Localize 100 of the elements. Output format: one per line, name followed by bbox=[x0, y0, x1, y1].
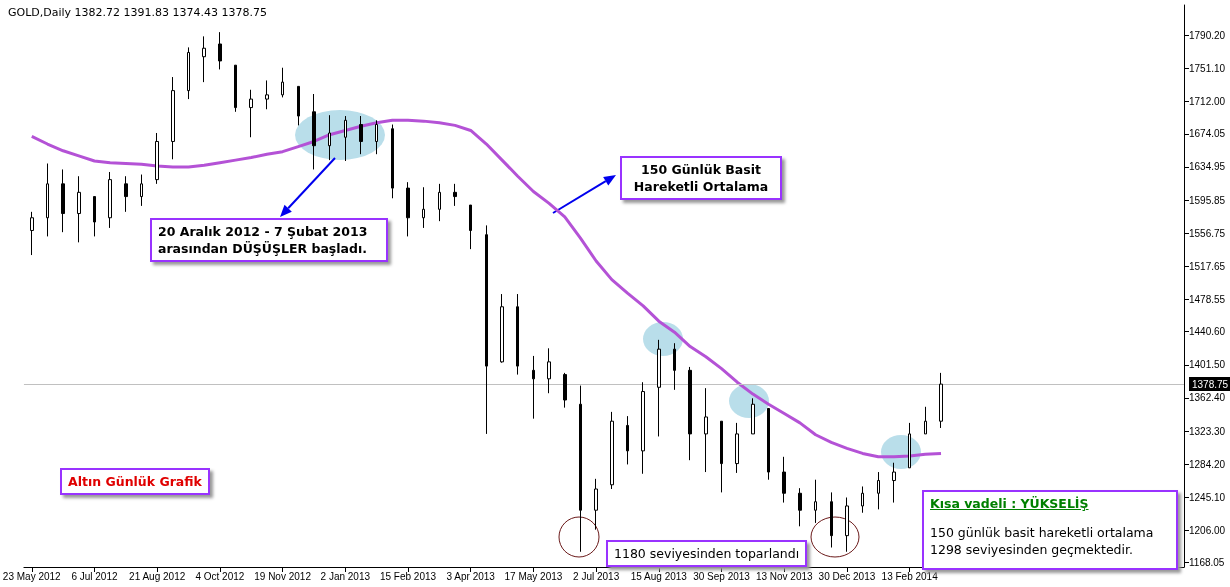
y-tick-label: 1595.85 bbox=[1189, 194, 1226, 206]
candlestick bbox=[93, 196, 96, 237]
candlestick bbox=[77, 175, 81, 243]
candlestick bbox=[845, 496, 849, 553]
candlestick bbox=[155, 132, 159, 185]
x-tick-label: 15 Feb 2013 bbox=[379, 570, 437, 582]
candlestick bbox=[782, 456, 786, 504]
callout-box: 1180 seviyesinden toparlandı bbox=[606, 540, 808, 567]
y-tick-label: 1751.10 bbox=[1189, 62, 1226, 74]
y-tick-label: 1401.50 bbox=[1189, 359, 1226, 371]
x-tick-label: 23 May 2012 bbox=[2, 570, 62, 582]
y-tick-label: 1206.00 bbox=[1189, 525, 1226, 537]
y-tick-label: 1517.65 bbox=[1189, 260, 1226, 272]
candlestick bbox=[767, 407, 770, 481]
candlestick bbox=[30, 211, 34, 256]
ref-line-label: 1378.75 bbox=[1192, 378, 1229, 390]
callout-box: 150 Günlük Basit Hareketli Ortalama bbox=[620, 156, 782, 200]
callout-box: Kısa vadeli : YÜKSELİŞ 150 günlük basit hareketli ortalama 1298 seviyesinden geçmektedir. bbox=[922, 490, 1178, 570]
candlestick bbox=[265, 79, 269, 110]
candlestick bbox=[610, 411, 614, 490]
x-tick-label: 15 Aug 2013 bbox=[630, 570, 688, 582]
candlestick bbox=[438, 183, 441, 222]
callout-box: Altın Günlük Grafik bbox=[60, 468, 210, 495]
candlestick bbox=[406, 181, 410, 237]
candlestick bbox=[61, 168, 65, 233]
candlestick bbox=[861, 485, 864, 514]
candlestick bbox=[46, 163, 49, 237]
x-tick-label: 13 Feb 2014 bbox=[881, 570, 939, 582]
candlestick bbox=[124, 175, 128, 213]
candlestick bbox=[297, 85, 300, 126]
candlestick bbox=[516, 293, 519, 376]
y-tick-label: 1440.60 bbox=[1189, 326, 1226, 338]
candlestick bbox=[500, 293, 504, 364]
candlestick bbox=[485, 224, 488, 435]
candlestick bbox=[344, 115, 347, 162]
y-tick-label: 1284.20 bbox=[1189, 458, 1226, 470]
y-tick-label: 1556.75 bbox=[1189, 227, 1226, 239]
candlestick bbox=[830, 491, 833, 548]
candlestick bbox=[877, 471, 880, 510]
candlestick bbox=[469, 204, 472, 250]
candlestick bbox=[657, 339, 661, 437]
y-tick-label: 1168.05 bbox=[1189, 557, 1225, 569]
annotation: Kısa vadeli : YÜKSELİŞ bbox=[930, 495, 1090, 512]
y-tick-label: 1245.10 bbox=[1189, 491, 1226, 503]
candlestick bbox=[751, 397, 755, 435]
candlestick bbox=[814, 479, 817, 524]
candlestick bbox=[202, 35, 206, 83]
candlestick bbox=[579, 385, 582, 553]
candlestick bbox=[187, 46, 190, 100]
candlestick bbox=[641, 381, 645, 475]
x-tick-label: 17 May 2013 bbox=[504, 570, 563, 582]
candlestick bbox=[720, 420, 723, 493]
chart-title: GOLD,Daily 1382.72 1391.83 1374.43 1378.75 bbox=[8, 6, 268, 19]
candlestick bbox=[704, 387, 708, 473]
candlestick bbox=[453, 183, 457, 207]
candlestick bbox=[359, 115, 363, 155]
candlestick bbox=[939, 372, 943, 429]
annotation: 150 günlük basit hareketli ortalama 1298 seviyesinden geçmektedir. bbox=[930, 524, 1155, 558]
candlestick bbox=[108, 171, 112, 229]
y-tick-label: 1712.00 bbox=[1189, 96, 1226, 108]
x-tick-label: 6 Jul 2012 bbox=[71, 570, 118, 582]
candlestick bbox=[218, 31, 222, 70]
x-tick-label: 2 Jan 2013 bbox=[320, 570, 371, 582]
y-tick-label: 1674.05 bbox=[1189, 128, 1226, 140]
x-tick-label: 21 Aug 2012 bbox=[129, 570, 186, 582]
candlestick bbox=[547, 347, 551, 394]
candlestick bbox=[249, 89, 253, 138]
candlestick bbox=[626, 415, 629, 465]
candlestick bbox=[375, 119, 378, 155]
candlestick bbox=[798, 487, 802, 527]
y-tick-label: 1478.55 bbox=[1189, 294, 1226, 306]
candlestick bbox=[673, 342, 676, 391]
candlestick bbox=[281, 67, 284, 98]
candlestick bbox=[328, 114, 331, 161]
candlestick bbox=[892, 462, 896, 504]
x-tick-label: 30 Sep 2013 bbox=[693, 570, 751, 582]
x-tick-label: 13 Nov 2013 bbox=[755, 570, 814, 582]
candlestick bbox=[140, 174, 143, 207]
candlestick bbox=[735, 422, 739, 474]
line-series bbox=[30, 118, 943, 459]
candlestick bbox=[924, 406, 927, 435]
candlestick bbox=[563, 372, 567, 409]
x-tick-label: 30 Dec 2013 bbox=[818, 570, 876, 582]
y-tick-label: 1634.95 bbox=[1189, 161, 1226, 173]
x-tick-label: 4 Oct 2012 bbox=[195, 570, 245, 582]
y-tick-label: 1362.40 bbox=[1189, 392, 1226, 404]
candlestick bbox=[312, 93, 316, 170]
candlestick bbox=[171, 76, 175, 160]
candlestick bbox=[391, 124, 394, 199]
x-tick-label: 2 Jul 2013 bbox=[573, 570, 620, 582]
y-tick-label: 1323.30 bbox=[1189, 425, 1226, 437]
candlestick bbox=[532, 355, 535, 420]
candlestick bbox=[422, 186, 425, 229]
candlestick bbox=[688, 366, 692, 461]
x-tick-label: 3 Apr 2013 bbox=[446, 570, 496, 582]
candlestick bbox=[234, 64, 237, 113]
candlestick bbox=[594, 478, 598, 531]
candlestick bbox=[908, 422, 911, 469]
y-tick-label: 1790.20 bbox=[1189, 29, 1226, 41]
x-tick-label: 19 Nov 2012 bbox=[254, 570, 312, 582]
